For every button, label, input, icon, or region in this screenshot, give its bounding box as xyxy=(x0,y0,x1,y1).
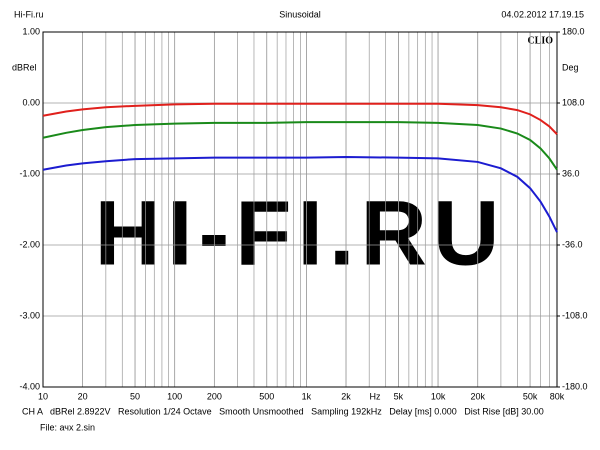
y2-tick-label: -180.0 xyxy=(562,381,588,391)
x-axis-label: Hz xyxy=(370,391,381,401)
x-tick-label: 500 xyxy=(259,391,274,401)
chart-title: Sinusoidal xyxy=(279,9,321,19)
x-tick-label: 50k xyxy=(523,391,538,401)
x-tick-label: 20k xyxy=(470,391,485,401)
plot-frame xyxy=(42,31,558,388)
y-tick-label: -2.00 xyxy=(19,239,40,249)
y2-tick-label: 108.0 xyxy=(562,97,585,107)
y-tick-label: 0.00 xyxy=(22,97,40,107)
y-tick-label: -4.00 xyxy=(19,381,40,391)
y2-tick-label: 180.0 xyxy=(562,26,585,36)
x-tick-label: 80k xyxy=(550,391,565,401)
y2-axis-label: Deg xyxy=(562,62,579,72)
file-name: File: ачх 2.sin xyxy=(40,422,95,432)
y2-tick-label: 36.0 xyxy=(562,168,580,178)
x-tick-label: 20 xyxy=(78,391,88,401)
x-tick-label: 2k xyxy=(341,391,351,401)
x-tick-label: 10 xyxy=(38,391,48,401)
footer: CH A dBRel 2.8922V Resolution 1/24 Octav… xyxy=(22,406,544,416)
x-tick-label: 5k xyxy=(394,391,404,401)
x-tick-label: 200 xyxy=(207,391,222,401)
y-tick-label: -3.00 xyxy=(19,310,40,320)
y-axis-label: dBRel xyxy=(12,62,37,72)
x-tick-label: 1k xyxy=(302,391,312,401)
y2-tick-label: -108.0 xyxy=(562,310,588,320)
x-tick-label: 50 xyxy=(130,391,140,401)
x-tick-label: 10k xyxy=(431,391,446,401)
watermark: HI-FI.RU xyxy=(95,182,506,284)
header-left: Hi-Fi.ru xyxy=(14,9,44,19)
y2-tick-label: -36.0 xyxy=(562,239,583,249)
series-line xyxy=(42,102,558,135)
y-tick-label: -1.00 xyxy=(19,168,40,178)
series-line xyxy=(42,121,558,171)
header-right: 04.02.2012 17.19.15 xyxy=(501,9,584,19)
series-line xyxy=(42,155,558,233)
x-tick-label: 100 xyxy=(167,391,182,401)
y-tick-label: 1.00 xyxy=(22,26,40,36)
